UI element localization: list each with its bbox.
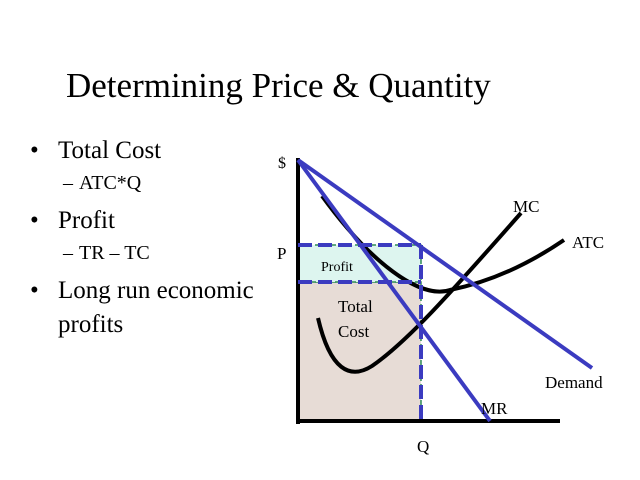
sub-bullet-dash: –	[63, 242, 73, 264]
total-cost-label-line1: Total	[338, 297, 373, 316]
bullet-text: Total Cost	[58, 137, 162, 164]
mc-label: MC	[513, 197, 539, 216]
demand-line	[296, 158, 594, 370]
sub-bullet-atc-q: – ATC*Q	[30, 170, 280, 196]
sub-bullet-tr-tc: – TR – TC	[30, 240, 280, 266]
price-label: P	[277, 244, 286, 263]
sub-bullet-text: ATC*Q	[79, 172, 142, 194]
bullet-dot: •	[30, 137, 39, 164]
profit-label: Profit	[321, 260, 353, 275]
bullet-text: Profit	[58, 207, 115, 234]
total-cost-label-line2: Cost	[338, 322, 369, 341]
demand-label: Demand	[545, 373, 603, 392]
bullet-list: • Total Cost – ATC*Q • Profit – TR – TC • …	[30, 134, 280, 342]
mc-curve	[316, 211, 523, 374]
y-axis-label: $	[278, 155, 286, 172]
bullet-profit: • Profit	[30, 204, 280, 238]
atc-label: ATC	[572, 233, 604, 252]
slide-title: Determining Price & Quantity	[66, 66, 491, 105]
x-axis-label: Q	[417, 437, 429, 456]
bullet-long-run: • Long run economic profits	[30, 274, 280, 342]
mr-line	[296, 158, 492, 423]
mr-label: MR	[481, 399, 508, 418]
bullet-text: Long run economic profits	[58, 277, 254, 338]
bullet-dot: •	[30, 207, 39, 234]
bullet-dot: •	[30, 277, 39, 304]
sub-bullet-dash: –	[63, 172, 73, 194]
sub-bullet-text: TR – TC	[79, 242, 150, 264]
bullet-total-cost: • Total Cost	[30, 134, 280, 168]
